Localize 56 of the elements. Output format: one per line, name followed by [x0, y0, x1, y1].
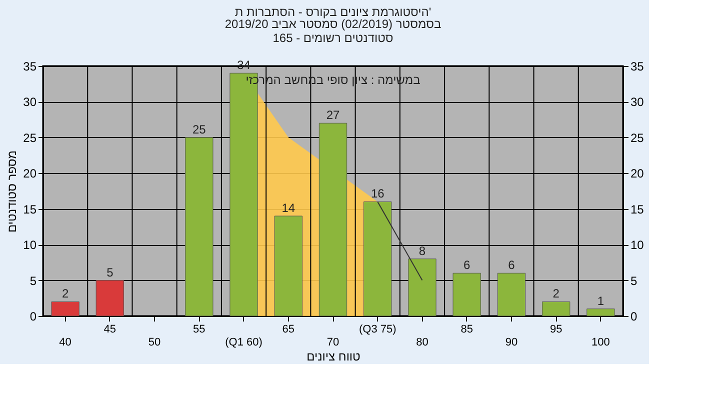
x-tick-label: 65 — [282, 324, 295, 336]
y2-tick-label: 10 — [630, 238, 644, 252]
x-tick-label: 90 — [505, 336, 518, 348]
bar — [586, 308, 615, 316]
data-label: 16 — [370, 186, 385, 201]
x-tick-label: 45 — [104, 324, 116, 336]
data-label: 6 — [508, 258, 516, 272]
y2-tick-label: 25 — [630, 130, 644, 145]
data-label: 27 — [326, 108, 340, 122]
bar — [542, 301, 570, 316]
text: סטודנטים רשומים - 165 — [272, 31, 394, 46]
bar — [274, 216, 302, 316]
bar — [452, 272, 481, 316]
x-tick-label: 70 — [326, 336, 340, 348]
y2-tick-label: 0 — [630, 310, 638, 324]
bar — [497, 272, 526, 316]
y2-tick-label: 30 — [630, 95, 644, 110]
chart-title: היסטוגרמת ציונים בקורס - הסתברות ת' — [234, 5, 432, 20]
data-label: 5 — [106, 265, 114, 280]
bar — [96, 280, 124, 316]
y-tick-label: 0 — [30, 310, 37, 324]
x-tick-label: 100 — [592, 336, 610, 348]
y2-tick-label: 20 — [630, 166, 644, 181]
bar — [364, 201, 392, 316]
y-tick-label: 35 — [23, 60, 37, 74]
data-label: 14 — [282, 201, 296, 215]
y-tick-label: 25 — [23, 130, 37, 145]
x-tick-label: 85 — [460, 324, 473, 336]
data-label: 25 — [192, 122, 206, 136]
data-label: 2 — [62, 286, 69, 301]
data-label: 2 — [552, 286, 560, 301]
bar — [318, 122, 348, 316]
x-tick-label: (Q1 60) — [225, 336, 262, 348]
data-label: 8 — [418, 244, 426, 258]
text: בסמסטר (02/2019) סמסטר אביב 2019/20 — [224, 17, 442, 32]
y-tick-label: 15 — [23, 202, 37, 216]
y-tick-label: 5 — [30, 274, 37, 288]
y-tick-label: 30 — [23, 95, 37, 110]
x-tick-label: 50 — [148, 336, 161, 348]
y2-tick-label: 15 — [630, 202, 644, 216]
x-tick-label: 40 — [59, 336, 72, 348]
data-label: 1 — [597, 294, 604, 308]
bar — [408, 258, 436, 316]
bar — [185, 137, 214, 316]
x-tick-label: 55 — [193, 324, 206, 336]
bar — [51, 301, 80, 316]
y2-tick-label: 5 — [630, 274, 638, 288]
data-label: 6 — [464, 258, 470, 272]
x-axis-title: טווח ציונים — [306, 350, 361, 364]
y2-tick-label: 35 — [630, 60, 644, 74]
y-tick-label: 20 — [23, 166, 37, 181]
x-tick-label: (Q3 75) — [358, 324, 396, 336]
x-tick-label: 80 — [416, 336, 428, 348]
y-tick-label: 10 — [23, 238, 37, 252]
y-axis-title: מספר סטודנטים — [5, 150, 20, 233]
x-tick-label: 95 — [550, 324, 562, 336]
